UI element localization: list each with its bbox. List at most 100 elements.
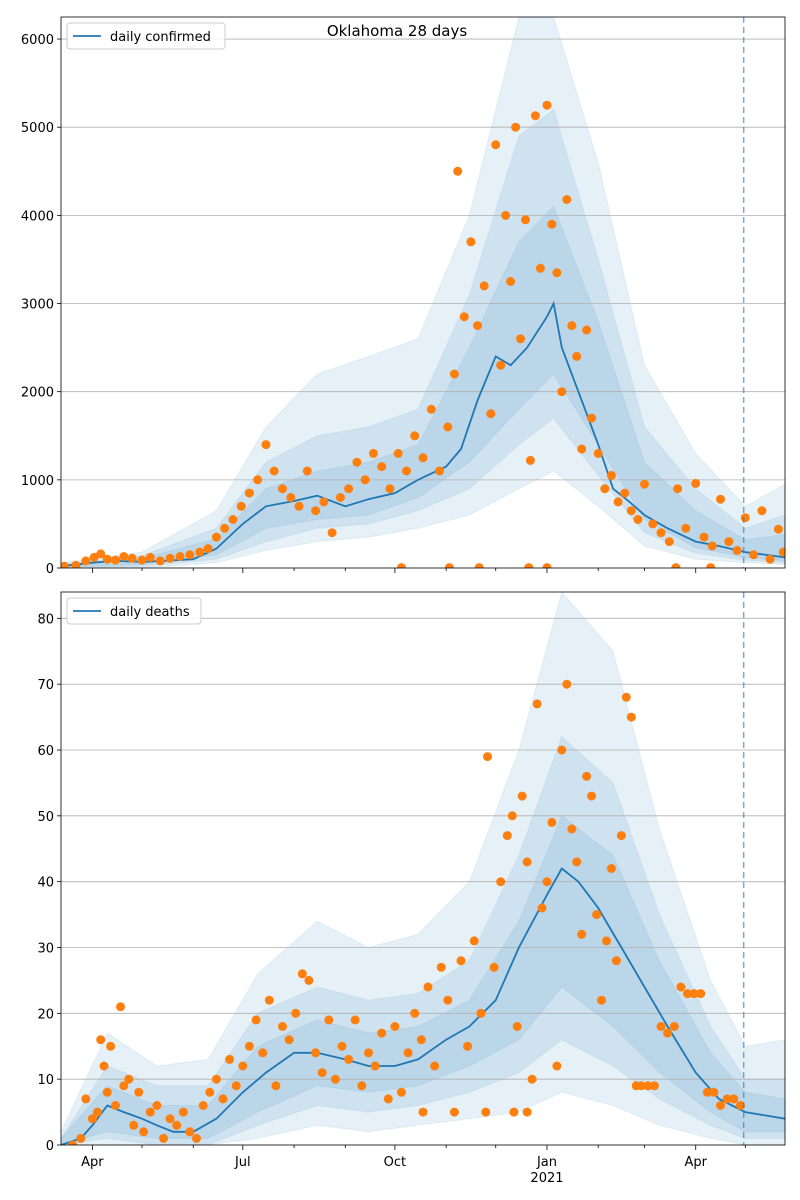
data-point	[119, 1081, 129, 1091]
data-point	[572, 857, 582, 867]
data-point	[444, 563, 454, 568]
data-point	[481, 1107, 491, 1117]
data-point	[626, 712, 636, 722]
data-point	[671, 563, 681, 568]
data-point	[724, 537, 734, 547]
y-tick-label: 3000	[21, 298, 54, 313]
data-point	[145, 552, 155, 562]
data-point	[124, 1074, 134, 1084]
data-point	[271, 1081, 281, 1091]
data-point	[496, 877, 506, 887]
data-point	[92, 1107, 102, 1117]
data-point	[449, 369, 459, 379]
y-tick-label: 5000	[21, 121, 54, 136]
data-point	[61, 561, 69, 568]
data-point	[211, 532, 221, 542]
data-point	[195, 547, 205, 557]
data-point	[286, 493, 296, 502]
data-point	[430, 1061, 440, 1071]
data-point	[683, 989, 692, 999]
data-point	[535, 263, 545, 273]
confidence-band-0	[61, 17, 785, 568]
data-point	[294, 501, 304, 511]
data-point	[211, 1074, 221, 1084]
data-point	[606, 864, 616, 873]
data-point	[709, 1087, 719, 1097]
data-point	[225, 1054, 235, 1064]
data-point	[297, 969, 307, 979]
data-point	[145, 1107, 155, 1117]
data-point	[337, 1041, 347, 1051]
y-tick-label: 0	[46, 1139, 54, 1154]
y-tick-label: 40	[37, 876, 54, 891]
data-point	[231, 1081, 241, 1091]
data-point	[236, 501, 246, 511]
data-point	[542, 100, 552, 110]
data-point	[577, 929, 587, 939]
legend: daily deaths	[66, 597, 202, 625]
data-point	[89, 552, 99, 562]
data-point	[377, 1028, 387, 1038]
data-point	[669, 1022, 679, 1031]
plot-area	[61, 592, 785, 1145]
data-point	[542, 877, 552, 887]
data-point	[572, 351, 582, 361]
data-point	[418, 453, 428, 463]
data-point	[507, 811, 517, 821]
data-point	[469, 936, 479, 946]
data-point	[102, 554, 112, 564]
data-point	[304, 975, 314, 985]
data-point	[716, 1101, 725, 1110]
data-point	[352, 457, 362, 467]
data-point	[501, 210, 511, 220]
data-point	[264, 995, 274, 1005]
data-point	[435, 466, 444, 476]
data-point	[636, 1081, 646, 1091]
data-point	[350, 1015, 360, 1025]
data-point	[244, 488, 254, 498]
y-tick-label: 6000	[21, 33, 54, 48]
data-point	[205, 1087, 215, 1097]
data-point	[479, 281, 489, 291]
data-point	[344, 484, 354, 494]
data-point	[512, 1022, 522, 1031]
data-point	[567, 824, 577, 834]
data-point	[757, 506, 767, 516]
data-point	[552, 268, 562, 278]
data-point	[707, 541, 717, 551]
data-point	[525, 455, 535, 465]
confidence-band-2	[61, 815, 785, 1145]
data-point	[68, 1140, 78, 1145]
confidence-band-2	[61, 205, 785, 568]
data-point	[311, 1048, 321, 1058]
data-point	[735, 1101, 745, 1110]
data-point	[402, 466, 411, 476]
data-point	[773, 524, 783, 534]
data-point	[423, 982, 433, 992]
data-point	[185, 550, 195, 560]
data-point	[626, 506, 636, 516]
data-point	[611, 956, 621, 966]
data-point	[706, 563, 716, 568]
chart-title: Oklahoma 28 days	[327, 22, 468, 40]
data-point	[749, 550, 759, 560]
data-point	[616, 831, 626, 841]
data-point	[116, 1002, 125, 1012]
legend-label: daily confirmed	[110, 30, 211, 45]
data-point	[593, 448, 603, 458]
data-point	[532, 699, 542, 709]
data-point	[284, 1035, 294, 1045]
data-point	[689, 989, 699, 999]
data-point	[129, 1120, 139, 1130]
x-tick-label: Jul	[234, 1155, 251, 1170]
data-point	[522, 857, 532, 867]
data-point	[732, 545, 742, 555]
data-point	[258, 1048, 268, 1058]
data-point	[155, 556, 165, 566]
y-tick-label: 70	[37, 678, 54, 693]
data-point	[416, 1035, 426, 1045]
data-point	[663, 1028, 673, 1038]
data-point	[582, 771, 592, 781]
y-tick-label: 20	[37, 1007, 54, 1022]
